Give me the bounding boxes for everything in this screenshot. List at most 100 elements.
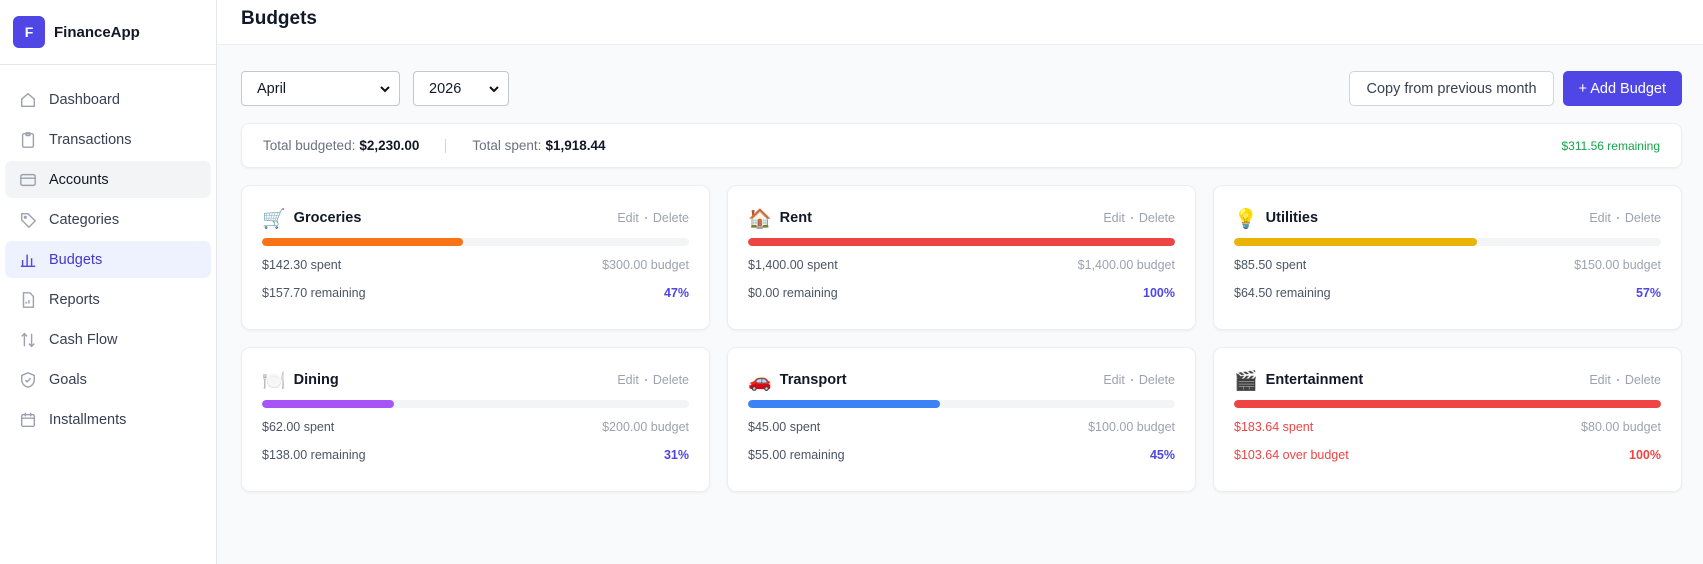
nav-label: Installments (49, 411, 127, 428)
budget-card: 🚗 Transport Edit Delete $45.00 spent $100.00 … (727, 347, 1196, 492)
category-icon: 💡 (1234, 207, 1258, 230)
delete-link[interactable]: Delete (652, 211, 689, 225)
nav-label: Dashboard (49, 91, 120, 108)
remaining-row: $64.50 remaining 57% (1234, 286, 1661, 302)
nav-item[interactable]: Reports (5, 281, 211, 318)
category-name: Transport (779, 372, 847, 388)
copy-button[interactable]: Copy from previous month (1349, 71, 1554, 106)
progress-fill (748, 400, 941, 408)
budget-card: 🛒 Groceries Edit Delete $142.30 spent $300.00… (241, 185, 710, 330)
progress-track (1234, 238, 1661, 246)
category-icon: 🛒 (262, 207, 286, 230)
card-actions: Edit Delete (1589, 373, 1661, 387)
budget: $300.00 budget (602, 258, 689, 272)
budget: $80.00 budget (1581, 420, 1661, 434)
budget-grid: 🛒 Groceries Edit Delete $142.30 spent $300.00… (241, 185, 1682, 492)
spent: $85.50 spent (1234, 258, 1307, 272)
category-name: Entertainment (1265, 372, 1364, 388)
separator (644, 217, 647, 219)
card-header: 🚗 Transport Edit Delete (748, 368, 1175, 392)
remaining-row: $138.00 remaining 31% (262, 448, 689, 464)
budget: $100.00 budget (1088, 420, 1175, 434)
delete-link[interactable]: Delete (1138, 211, 1175, 225)
budget-card: 🍽️ Dining Edit Delete $62.00 spent $200.00 bu… (241, 347, 710, 492)
year-value: 2026 (429, 80, 462, 97)
sidebar: F FinanceApp Dashboard Transactions Acco… (0, 0, 217, 564)
card-actions: Edit Delete (1103, 211, 1175, 225)
spent-row: $62.00 spent $200.00 budget (262, 420, 689, 436)
progress-fill (1234, 400, 1661, 408)
spent-value: $1,918.44 (545, 138, 606, 153)
remaining: $55.00 remaining (748, 448, 845, 462)
card-header: 🍽️ Dining Edit Delete (262, 368, 689, 392)
nav-item[interactable]: Transactions (5, 121, 211, 158)
page-title: Budgets (241, 8, 317, 29)
budget: $1,400.00 budget (1077, 258, 1175, 272)
remaining: $157.70 remaining (262, 286, 366, 300)
budgeted-value: $2,230.00 (359, 138, 420, 153)
nav-item[interactable]: Dashboard (5, 81, 211, 118)
card-actions: Edit Delete (1589, 211, 1661, 225)
nav-item[interactable]: Accounts (5, 161, 211, 198)
add-budget-button[interactable]: + Add Budget (1562, 71, 1682, 106)
remaining: $138.00 remaining (262, 448, 366, 462)
nav-item[interactable]: Cash Flow (5, 321, 211, 358)
spent-row: $85.50 spent $150.00 budget (1234, 258, 1661, 274)
remaining: $64.50 remaining (1234, 286, 1331, 300)
edit-link[interactable]: Edit (617, 373, 639, 387)
nav-label: Accounts (49, 171, 109, 188)
progress-track (748, 400, 1175, 408)
delete-link[interactable]: Delete (1138, 373, 1175, 387)
spent: $62.00 spent (262, 420, 335, 434)
delete-link[interactable]: Delete (1624, 211, 1661, 225)
edit-link[interactable]: Edit (1103, 373, 1125, 387)
year-select[interactable]: 2026 (413, 71, 509, 106)
main: Budgets April 2026 Copy from previous mo… (217, 0, 1703, 564)
card-header: 💡 Utilities Edit Delete (1234, 206, 1661, 230)
nav-item[interactable]: Installments (5, 401, 211, 438)
separator (1130, 217, 1133, 219)
category-icon: 🎬 (1234, 369, 1258, 392)
category-name: Dining (293, 372, 339, 388)
separator (1616, 217, 1619, 219)
edit-link[interactable]: Edit (1589, 373, 1611, 387)
separator (1616, 379, 1619, 381)
month-value: April (257, 80, 287, 97)
remaining: $0.00 remaining (748, 286, 838, 300)
spent: $45.00 spent (748, 420, 821, 434)
progress-track (262, 400, 689, 408)
spent-row: $1,400.00 spent $1,400.00 budget (748, 258, 1175, 274)
nav-label: Reports (49, 291, 100, 308)
card-actions: Edit Delete (1103, 373, 1175, 387)
category-icon: 🚗 (748, 369, 772, 392)
separator (1130, 379, 1133, 381)
edit-link[interactable]: Edit (1589, 211, 1611, 225)
edit-link[interactable]: Edit (1103, 211, 1125, 225)
percent: 45% (1149, 448, 1175, 462)
delete-link[interactable]: Delete (1624, 373, 1661, 387)
nav: Dashboard Transactions Accounts Categori… (0, 65, 216, 438)
summary: Total budgeted: $2,230.00 Total spent: $1,… (241, 123, 1682, 168)
remaining-row: $55.00 remaining 45% (748, 448, 1175, 464)
delete-link[interactable]: Delete (652, 373, 689, 387)
nav-item[interactable]: Budgets (5, 241, 211, 278)
card-actions: Edit Delete (617, 373, 689, 387)
progress-track (748, 238, 1175, 246)
month-select[interactable]: April (241, 71, 400, 106)
category-name: Groceries (293, 210, 362, 226)
remaining-total: $311.56 remaining (1561, 138, 1660, 153)
nav-item[interactable]: Categories (5, 201, 211, 238)
spent: $183.64 spent (1234, 420, 1314, 434)
topbar: Budgets (217, 0, 1703, 45)
spent-row: $45.00 spent $100.00 budget (748, 420, 1175, 436)
progress-fill (1234, 238, 1478, 246)
percent: 100% (1143, 286, 1175, 300)
card-header: 🛒 Groceries Edit Delete (262, 206, 689, 230)
nav-item[interactable]: Goals (5, 361, 211, 398)
edit-link[interactable]: Edit (617, 211, 639, 225)
spent: $142.30 spent (262, 258, 342, 272)
remaining: $103.64 over budget (1234, 448, 1349, 462)
brand: F FinanceApp (0, 0, 216, 65)
card-header: 🎬 Entertainment Edit Delete (1234, 368, 1661, 392)
percent: 47% (663, 286, 689, 300)
